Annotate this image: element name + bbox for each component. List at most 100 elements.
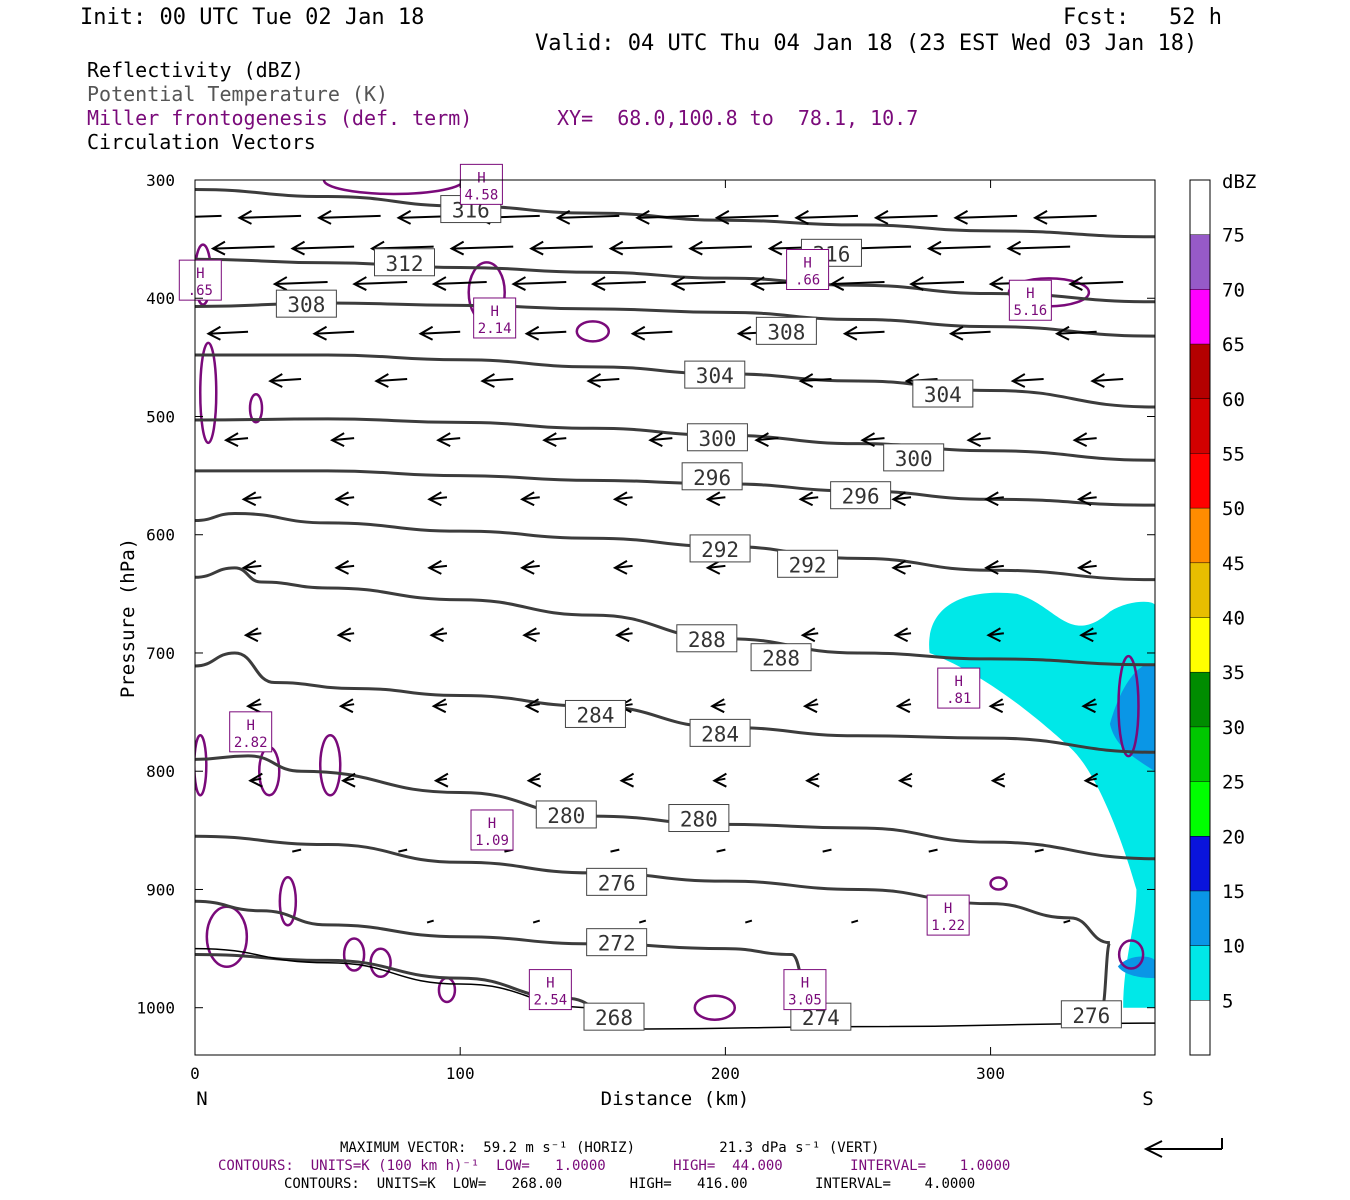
theta-label: 272 — [598, 932, 636, 956]
theta-label: 296 — [842, 485, 880, 509]
vector-arrowhead — [1079, 627, 1094, 643]
vector-arrow — [592, 281, 646, 286]
x-left-label: N — [196, 1088, 207, 1110]
vector-arrowhead — [336, 627, 352, 643]
vector-arrow — [955, 214, 1018, 219]
vector-arrowhead — [891, 559, 906, 575]
high-label-box — [528, 969, 572, 1011]
vector-arrow — [420, 330, 461, 335]
x-tick-label: 200 — [711, 1064, 740, 1083]
colorbar-label: 55 — [1222, 443, 1245, 465]
vector-arrowhead — [511, 276, 526, 291]
vector-arrow — [831, 281, 885, 286]
vector-arrow — [745, 919, 753, 924]
vector-arrow — [1035, 214, 1097, 219]
vector-arrowhead — [984, 559, 999, 575]
colorbar-swatch — [1190, 672, 1210, 727]
vector-arrowhead — [1006, 240, 1022, 256]
fronto-contour — [437, 976, 457, 1004]
vector-arrowhead — [237, 209, 252, 225]
vector-arrow — [1092, 378, 1124, 383]
vector-arrowhead — [750, 276, 765, 291]
colorbar-label: 20 — [1222, 826, 1245, 848]
fronto-high-labels: H4.58H.66H5.16H2.14H.65H.81H2.82H1.09H1.… — [178, 163, 1052, 1011]
vector-arrow — [195, 214, 222, 218]
circulation-vectors — [160, 209, 1124, 924]
axes: 300 400 500 600 700 800 900 1000 0 100 200 300 — [136, 171, 1155, 1083]
vector-arrow — [544, 437, 567, 442]
vector-arrowhead — [160, 211, 172, 224]
vector-arrowhead — [352, 276, 367, 291]
vector-arrowhead — [524, 698, 540, 714]
theta-label: 274 — [802, 1006, 840, 1030]
colorbar-label: 65 — [1222, 334, 1245, 356]
vector-arrow — [522, 496, 540, 501]
theta-label-box — [583, 1002, 645, 1031]
vector-arrowhead — [1081, 698, 1096, 714]
vector-arrow — [526, 330, 567, 335]
vector-arrow — [614, 496, 633, 501]
high-label-box — [473, 297, 517, 339]
x-tick-label: 100 — [446, 1064, 475, 1083]
vector-arrow — [1074, 437, 1097, 442]
vector-arrowhead — [542, 432, 557, 448]
theta-label-box — [777, 549, 839, 578]
colorbar-label: 75 — [1222, 225, 1245, 247]
colorbar-swatch — [1190, 398, 1210, 454]
vector-arrowhead — [794, 209, 809, 225]
vector-arrow — [245, 632, 262, 637]
colorbar-swatch — [1190, 836, 1210, 891]
fronto-contour — [199, 341, 218, 445]
x-axis-title: Distance (km) — [601, 1088, 750, 1110]
vector-arrow — [1008, 245, 1071, 250]
vector-arrowhead — [334, 559, 350, 575]
vector-arrowhead — [966, 432, 982, 448]
vector-arrow — [243, 564, 262, 569]
vector-arrow — [336, 496, 355, 501]
theta-contour — [195, 754, 1155, 861]
vector-arrowhead — [334, 491, 350, 507]
theta-label: 300 — [698, 427, 736, 451]
vector-arrowhead — [619, 772, 635, 788]
vector-arrowhead — [990, 772, 1006, 788]
vector-arrow — [319, 214, 381, 219]
vector-arrowhead — [341, 772, 356, 788]
vector-arrow — [531, 245, 593, 250]
vector-arrow — [225, 437, 249, 442]
fronto-contour — [248, 392, 264, 424]
field-potential-temperature: Potential Temperature (K) — [87, 82, 389, 106]
high-value: 4.58 — [465, 187, 499, 203]
high-label-box — [178, 259, 222, 301]
fronto-contour — [989, 876, 1008, 891]
fronto-contour — [342, 937, 366, 972]
vector-arrowhead — [241, 491, 257, 507]
vector-arrow — [212, 245, 275, 250]
vector-arrow — [968, 437, 991, 442]
vector-arrowhead — [374, 373, 389, 388]
theta-label: 284 — [701, 722, 739, 746]
high-letter: H — [477, 170, 485, 186]
high-letter: H — [803, 256, 811, 272]
vector-arrow — [950, 330, 991, 335]
forecast-hour: Fcst: 52 h — [1063, 5, 1222, 30]
vector-arrowhead — [705, 491, 721, 507]
high-letter: H — [490, 304, 498, 320]
vector-arrowhead — [873, 209, 889, 225]
high-value: 2.82 — [234, 735, 268, 751]
vector-arrow — [354, 281, 408, 286]
colorbar-swatch — [1190, 508, 1210, 563]
vector-arrowhead — [705, 559, 721, 575]
vector-arrow — [429, 564, 448, 569]
vector-arrowhead — [245, 698, 261, 714]
high-letter: H — [944, 901, 952, 917]
high-letter: H — [546, 976, 554, 992]
vector-arrowhead — [1072, 432, 1088, 448]
y-tick-label: 400 — [146, 289, 175, 308]
colorbar-label: 60 — [1222, 389, 1245, 411]
theta-label-box — [830, 481, 892, 510]
vector-arrow — [513, 281, 567, 286]
vector-arrowhead — [248, 772, 263, 788]
vector-arrowhead — [429, 627, 445, 643]
vector-arrow — [988, 632, 1004, 637]
vector-arrowhead — [860, 432, 876, 448]
